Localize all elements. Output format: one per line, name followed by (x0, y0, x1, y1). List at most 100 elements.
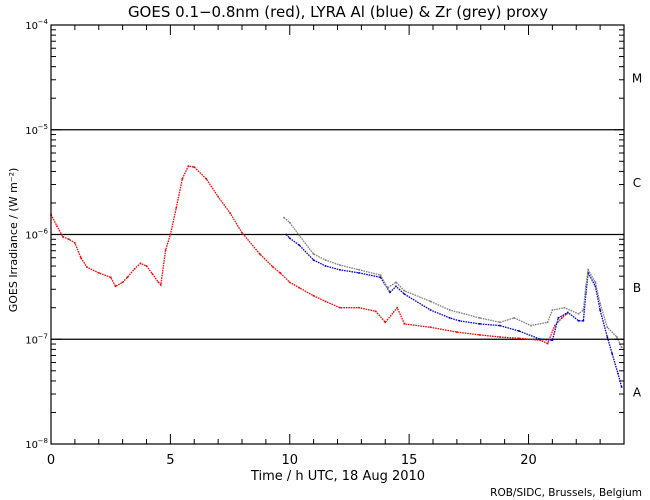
data-point (358, 306, 360, 309)
flare-class-a: A (633, 386, 642, 400)
data-point (577, 320, 580, 322)
data-point (133, 268, 136, 270)
x-tick-label: 10 (281, 453, 298, 468)
data-point (358, 269, 360, 271)
data-point (288, 281, 291, 284)
data-point (403, 293, 406, 295)
series-lyra-zr-proxy (283, 216, 623, 348)
data-point (561, 317, 563, 319)
x-axis-label: Time / h UTC, 18 Aug 2010 (250, 469, 425, 484)
data-point (620, 386, 623, 388)
credit-text: ROB/SIDC, Brussels, Belgium (490, 487, 642, 499)
data-point (518, 337, 520, 340)
data-point (241, 231, 243, 234)
data-point (551, 339, 554, 341)
data-point (554, 324, 556, 327)
data-point (546, 321, 549, 324)
data-point (193, 166, 195, 168)
data-point (620, 346, 623, 348)
data-point (86, 266, 88, 268)
series-lyra-al-proxy (285, 233, 623, 388)
data-point (518, 330, 520, 332)
data-point (567, 311, 569, 314)
data-point (563, 306, 566, 309)
data-point (458, 311, 461, 314)
data-point (114, 285, 117, 288)
series-goes-0-1-0-8nm (50, 165, 568, 345)
data-point (389, 291, 391, 294)
data-point (169, 233, 172, 236)
data-point (164, 249, 167, 251)
data-point (499, 321, 501, 324)
data-point (551, 309, 554, 311)
data-point (499, 324, 501, 327)
y-tick-exponent: −8 (38, 437, 48, 445)
y-tick-base: 10 (25, 126, 38, 137)
data-point (599, 302, 601, 305)
data-point (403, 290, 406, 292)
data-point (339, 264, 341, 266)
y-tick-base: 10 (25, 231, 38, 242)
data-point (298, 287, 301, 289)
y-tick-label: 10 (25, 126, 38, 137)
data-point (546, 342, 549, 345)
data-point (599, 309, 601, 311)
data-point (594, 285, 597, 288)
data-point (557, 317, 560, 319)
data-point (324, 259, 327, 261)
data-point (616, 336, 618, 338)
data-point (157, 281, 160, 284)
y-tick-base: 10 (25, 21, 38, 32)
data-series (50, 165, 623, 388)
y-tick-exponent: −4 (38, 18, 49, 26)
data-point (587, 269, 589, 271)
y-tick-label: 10 (25, 335, 38, 346)
data-point (229, 212, 231, 214)
data-point (429, 326, 432, 329)
data-point (324, 265, 327, 267)
flare-class-m: M (632, 71, 642, 85)
data-point (429, 300, 432, 303)
y-axis-label: GOES Irradiance / (W m⁻²) (7, 168, 20, 313)
data-point (298, 244, 301, 246)
data-point (379, 274, 382, 276)
data-point (395, 285, 397, 288)
reference-lines (51, 129, 624, 340)
data-point (181, 178, 184, 180)
data-point (587, 272, 589, 274)
data-point (74, 242, 76, 244)
data-point (312, 259, 315, 261)
data-point (565, 313, 568, 315)
data-point (539, 338, 542, 340)
data-point (585, 293, 587, 295)
x-tick-label: 5 (166, 453, 174, 468)
data-point (283, 216, 285, 219)
y-tick-label: 10 (25, 440, 38, 451)
data-point (139, 262, 142, 265)
data-point (80, 256, 82, 259)
data-point (396, 306, 398, 309)
data-point (339, 269, 341, 271)
data-point (611, 352, 613, 355)
data-point (379, 276, 382, 279)
y-tick-exponent: −7 (38, 332, 48, 340)
data-point (339, 306, 341, 309)
data-point (121, 281, 124, 284)
data-point (187, 165, 190, 167)
x-tick-label: 0 (47, 453, 55, 468)
y-tick-label: 10 (25, 21, 38, 32)
data-point (175, 207, 178, 209)
flare-class-labels: A B C M (632, 71, 642, 399)
data-point (478, 317, 481, 319)
data-point (530, 324, 532, 327)
data-point (68, 238, 70, 241)
data-point (205, 178, 207, 180)
y-tick-label: 10 (25, 231, 38, 242)
data-point (499, 336, 501, 338)
data-point (582, 320, 585, 322)
data-point (298, 234, 301, 237)
data-point (151, 273, 154, 275)
data-point (98, 272, 100, 274)
data-point (62, 236, 64, 238)
